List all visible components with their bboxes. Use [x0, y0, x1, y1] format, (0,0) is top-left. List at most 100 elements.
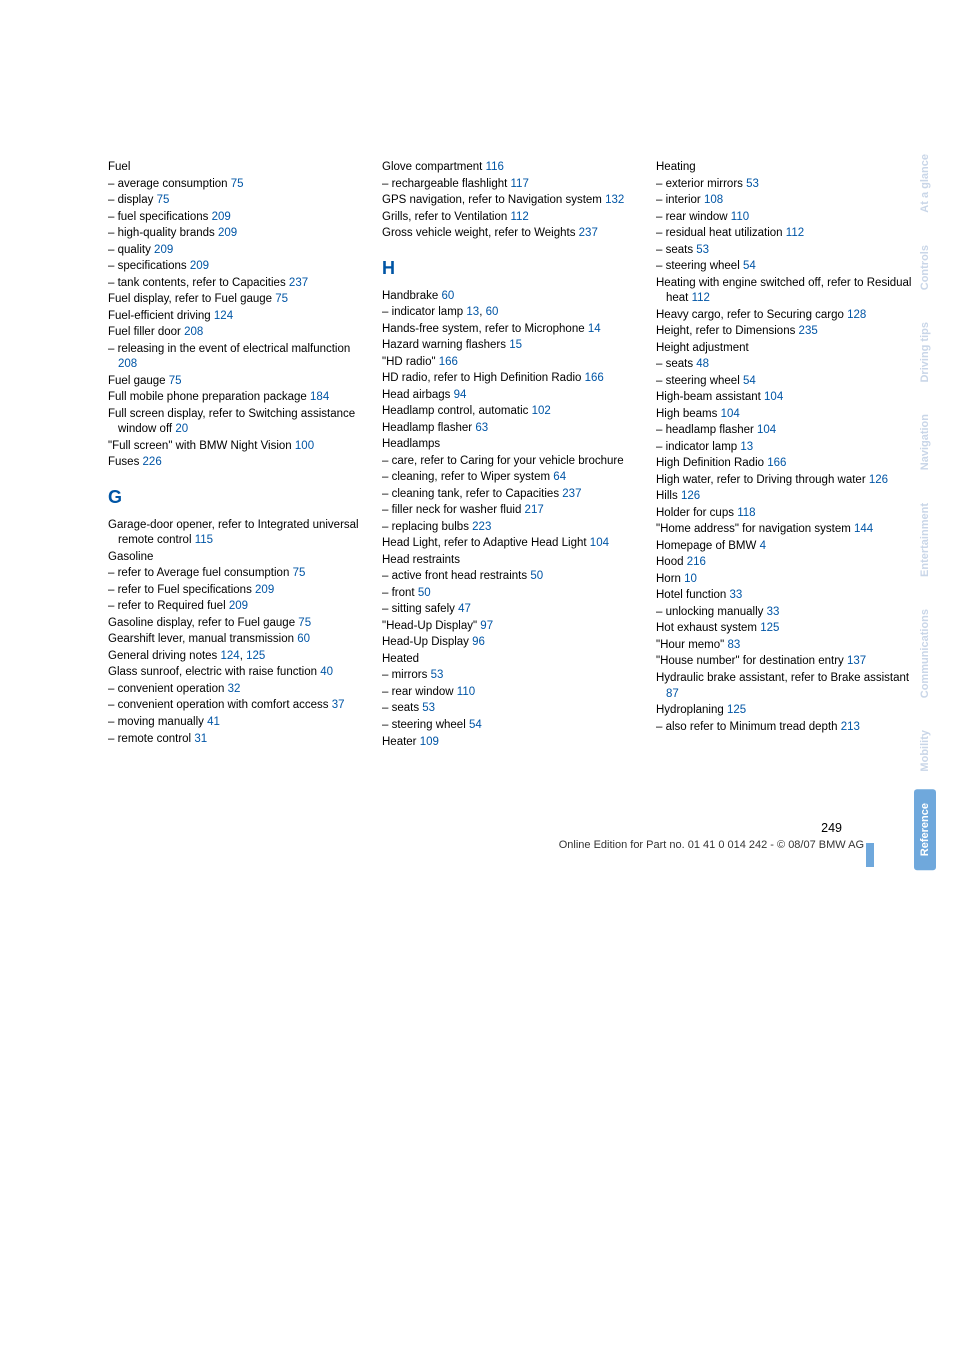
page-ref[interactable]: 54	[743, 375, 756, 387]
page-ref[interactable]: 14	[588, 323, 601, 335]
page-ref[interactable]: 50	[530, 570, 543, 582]
page-ref[interactable]: 112	[510, 211, 528, 223]
page-ref[interactable]: 13	[740, 441, 753, 453]
page-ref[interactable]: 104	[757, 424, 776, 436]
page-ref[interactable]: 217	[525, 504, 544, 516]
page-ref[interactable]: 75	[231, 178, 244, 190]
page-ref[interactable]: 209	[212, 211, 231, 223]
page-ref[interactable]: 100	[295, 440, 314, 452]
page-ref[interactable]: 53	[422, 702, 435, 714]
tab-controls[interactable]: Controls	[914, 231, 936, 304]
page-ref[interactable]: 32	[228, 683, 241, 695]
page-ref[interactable]: 15	[509, 339, 522, 351]
page-ref[interactable]: 209	[229, 600, 248, 612]
page-ref[interactable]: 118	[737, 507, 755, 519]
page-ref[interactable]: 37	[332, 699, 345, 711]
page-ref[interactable]: 208	[184, 326, 203, 338]
page-ref[interactable]: 213	[841, 721, 860, 733]
page-ref[interactable]: 75	[298, 617, 311, 629]
page-ref[interactable]: 137	[847, 655, 866, 667]
page-ref[interactable]: 117	[511, 178, 529, 190]
tab-driving-tips[interactable]: Driving tips	[914, 308, 936, 397]
page-ref[interactable]: 31	[194, 733, 207, 745]
page-ref[interactable]: 116	[486, 161, 504, 173]
page-ref[interactable]: 83	[727, 639, 740, 651]
page-ref[interactable]: 20	[175, 423, 188, 435]
page-ref[interactable]: 110	[457, 686, 475, 698]
page-ref[interactable]: 75	[169, 375, 182, 387]
tab-communications[interactable]: Communications	[914, 595, 936, 712]
tab-entertainment[interactable]: Entertainment	[914, 489, 936, 591]
page-ref[interactable]: 166	[439, 356, 458, 368]
page-ref[interactable]: 104	[764, 391, 783, 403]
page-ref[interactable]: 115	[195, 534, 213, 546]
page-ref[interactable]: 75	[275, 293, 288, 305]
page-ref[interactable]: 33	[767, 606, 780, 618]
page-ref[interactable]: 47	[458, 603, 471, 615]
page-ref[interactable]: 60	[441, 290, 454, 302]
page-ref[interactable]: 124	[221, 650, 240, 662]
page-ref[interactable]: 109	[420, 736, 439, 748]
page-ref[interactable]: 216	[687, 556, 706, 568]
page-ref[interactable]: 10	[684, 573, 697, 585]
page-ref[interactable]: 108	[704, 194, 723, 206]
entry-text: – steering wheel	[656, 260, 740, 272]
page-ref[interactable]: 124	[214, 310, 233, 322]
page-ref[interactable]: 110	[731, 211, 749, 223]
page-ref[interactable]: 4	[760, 540, 766, 552]
page-ref[interactable]: 54	[743, 260, 756, 272]
page-ref[interactable]: 126	[869, 474, 888, 486]
page-ref[interactable]: 125	[246, 650, 265, 662]
page-ref[interactable]: 104	[721, 408, 740, 420]
page-ref[interactable]: 54	[469, 719, 482, 731]
page-ref[interactable]: 41	[207, 716, 220, 728]
page-ref[interactable]: 97	[480, 620, 493, 632]
page-ref[interactable]: 60	[486, 306, 499, 318]
page-ref[interactable]: 144	[854, 523, 873, 535]
tab-navigation[interactable]: Navigation	[914, 400, 936, 484]
page-ref[interactable]: 53	[746, 178, 759, 190]
page-ref[interactable]: 226	[143, 456, 162, 468]
page-ref[interactable]: 50	[418, 587, 431, 599]
page-ref[interactable]: 53	[696, 244, 709, 256]
page-ref[interactable]: 235	[799, 325, 818, 337]
page-ref[interactable]: 102	[532, 405, 551, 417]
page-ref[interactable]: 75	[157, 194, 170, 206]
index-entry: – exterior mirrors 53	[656, 177, 914, 193]
page-ref[interactable]: 126	[681, 490, 700, 502]
page-ref[interactable]: 209	[218, 227, 237, 239]
page-ref[interactable]: 33	[730, 589, 743, 601]
page-ref[interactable]: 112	[692, 292, 710, 304]
page-ref[interactable]: 209	[190, 260, 209, 272]
page-ref[interactable]: 112	[786, 227, 804, 239]
page-ref[interactable]: 87	[666, 688, 679, 700]
page-ref[interactable]: 209	[154, 244, 173, 256]
page-ref[interactable]: 166	[767, 457, 786, 469]
page-ref[interactable]: 125	[727, 704, 746, 716]
page-ref[interactable]: 48	[696, 358, 709, 370]
tab-mobility[interactable]: Mobility	[914, 716, 936, 786]
tab-at-a-glance[interactable]: At a glance	[914, 140, 936, 227]
page-ref[interactable]: 132	[605, 194, 624, 206]
page-ref[interactable]: 64	[553, 471, 566, 483]
page-ref[interactable]: 53	[431, 669, 444, 681]
page-ref[interactable]: 13	[466, 306, 479, 318]
page-ref[interactable]: 184	[310, 391, 329, 403]
page-ref[interactable]: 237	[562, 488, 581, 500]
page-ref[interactable]: 125	[760, 622, 779, 634]
page-ref[interactable]: 166	[585, 372, 604, 384]
page-ref[interactable]: 60	[297, 633, 310, 645]
page-ref[interactable]: 223	[472, 521, 491, 533]
page-ref[interactable]: 237	[579, 227, 598, 239]
page-ref[interactable]: 104	[590, 537, 609, 549]
page-ref[interactable]: 75	[293, 567, 306, 579]
page-ref[interactable]: 237	[289, 277, 308, 289]
page-ref[interactable]: 128	[847, 309, 866, 321]
page-ref[interactable]: 40	[320, 666, 333, 678]
page-ref[interactable]: 63	[475, 422, 488, 434]
page-ref[interactable]: 209	[255, 584, 274, 596]
page-ref[interactable]: 96	[472, 636, 485, 648]
page-ref[interactable]: 94	[454, 389, 467, 401]
page-ref[interactable]: 208	[118, 358, 137, 370]
entry-text: – seats	[656, 244, 693, 256]
